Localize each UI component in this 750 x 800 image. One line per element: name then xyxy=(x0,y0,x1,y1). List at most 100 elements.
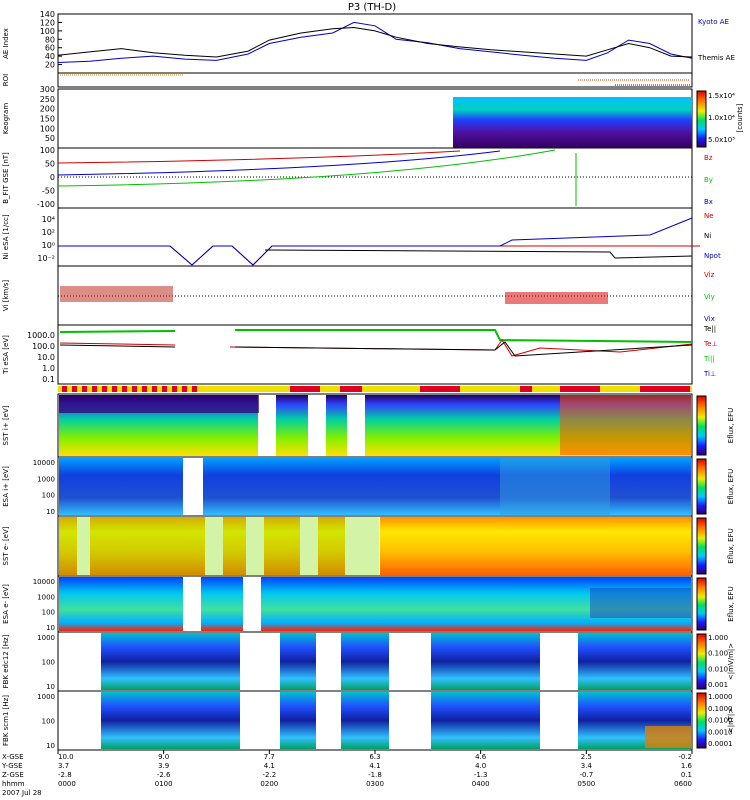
bx-series xyxy=(57,150,501,176)
panel-frame-3 xyxy=(57,147,693,209)
ephem-value: 3.9 xyxy=(158,762,169,770)
ephem-row-label: X-GSE xyxy=(2,753,24,761)
bz-series xyxy=(57,150,461,164)
keogram-cbar-tick: 5.0x10³ xyxy=(708,136,735,144)
mode-bar-segment xyxy=(92,386,97,392)
ti-par-series xyxy=(59,329,693,343)
sst-e-cool-region xyxy=(59,517,379,575)
keogram-ytick-label: 150 xyxy=(40,115,55,124)
mode-bar-segment xyxy=(112,386,117,392)
ae-ytick-label: 40 xyxy=(45,52,55,61)
y-axis-label: FBK scm1 [Hz] xyxy=(2,695,10,746)
data-gap xyxy=(59,633,101,690)
ephem-value: 3.4 xyxy=(581,762,593,770)
keogram-cbar-tick: 1.5x10⁴ xyxy=(708,92,735,100)
ephem-value: 1.6 xyxy=(681,762,693,770)
ti-legend: Te|| xyxy=(703,325,716,333)
fbk-cbar-tick: 0.0010 xyxy=(708,728,733,736)
spec-ytick-label: 10 xyxy=(46,508,55,516)
mode-bar-segment xyxy=(172,386,177,392)
data-gap xyxy=(540,633,578,690)
data-gap xyxy=(327,692,341,749)
ae-ytick-label: 140 xyxy=(40,10,55,19)
ephem-value: -2.8 xyxy=(58,771,72,779)
ni-series xyxy=(58,217,693,266)
data-gap xyxy=(77,517,90,575)
data-gap xyxy=(183,458,203,515)
vi-scatter-early xyxy=(60,286,173,302)
spectrogram-10 xyxy=(59,577,691,631)
colorbar-8 xyxy=(696,458,707,515)
data-gap xyxy=(327,633,341,690)
ae-legend-themis: Themis AE xyxy=(697,54,735,62)
ephem-value: 0500 xyxy=(577,780,595,788)
ti-ytick-label: 0.1 xyxy=(42,375,55,384)
fbk-scm-hot xyxy=(645,726,691,748)
keogram-ytick-label: 100 xyxy=(40,124,55,133)
y-axis-label: B_FIT GSE [nT] xyxy=(2,152,10,204)
mode-bar-segment xyxy=(340,386,362,392)
ephem-row-label: 2007 Jul 28 xyxy=(2,789,42,797)
data-gap xyxy=(258,395,276,456)
fbk-cbar-tick: 0.001 xyxy=(708,681,728,689)
colorbar-label: Eflux, EFU xyxy=(727,528,735,563)
fbk-cbar-tick: 1.0000 xyxy=(708,693,733,701)
ni-ytick-label: 10⁻² xyxy=(37,254,55,263)
te-perp-series xyxy=(59,339,693,357)
vi-legend: Vix xyxy=(704,315,715,323)
b-legend: Bx xyxy=(704,198,713,206)
mode-bar-segment xyxy=(62,386,67,392)
data-series xyxy=(57,21,700,357)
ephem-row-label: Z-GSE xyxy=(2,771,24,779)
ephem-value: 0300 xyxy=(366,780,384,788)
ne-series xyxy=(58,245,700,266)
data-gap xyxy=(243,577,261,631)
ni-ytick-label: 10⁴ xyxy=(42,215,55,224)
fbk-cbar-tick: 0.0100 xyxy=(708,717,733,725)
b-legend: Bz xyxy=(704,154,713,162)
data-gap xyxy=(308,395,326,456)
ephem-value: 0600 xyxy=(674,780,692,788)
ephem-value: -1.8 xyxy=(368,771,382,779)
plot-title: P3 (TH-D) xyxy=(348,2,396,13)
npot-series xyxy=(264,249,693,259)
y-axis-label: AE Index xyxy=(2,28,10,59)
data-gap xyxy=(300,517,318,575)
ephem-value: 4.6 xyxy=(475,753,487,761)
mode-bar-segment xyxy=(102,386,107,392)
spec-ytick-label: 10 xyxy=(46,742,55,750)
spec-ytick-label: 100 xyxy=(42,492,55,500)
ephem-value: 4.0 xyxy=(475,762,486,770)
vi-legend: Viy xyxy=(704,293,715,301)
ae-ytick-label: 100 xyxy=(40,27,55,36)
mode-bar-segment xyxy=(182,386,187,392)
y-axis-label: SST e- [eV] xyxy=(2,526,10,565)
ephem-value: 4.1 xyxy=(264,762,275,770)
mode-bar-segment xyxy=(520,386,532,392)
ae-ytick-label: 20 xyxy=(45,61,55,70)
keogram-cbar-tick: 1.0x10⁴ xyxy=(708,114,735,122)
colorbar-label: Eflux, EFU xyxy=(727,586,735,621)
ni-ytick-label: 10² xyxy=(42,228,55,237)
ephem-row-label: Y-GSE xyxy=(1,762,23,770)
ti-ytick-label: 10.0 xyxy=(37,353,55,362)
y-axis-label: FBK edc12 [Hz] xyxy=(2,634,10,688)
b-legend: By xyxy=(704,176,713,184)
sst-ion-hot-region xyxy=(560,395,691,455)
fbk-cbar-tick: 0.100 xyxy=(708,650,728,658)
keogram-ytick-label: 300 xyxy=(40,85,55,94)
colorbar-11 xyxy=(696,633,707,690)
data-gap xyxy=(540,692,578,749)
spec-ytick-label: 100 xyxy=(42,659,55,667)
ephem-value: 0200 xyxy=(260,780,278,788)
ephem-value: 3.7 xyxy=(58,762,69,770)
ae-ytick-label: 80 xyxy=(45,35,55,44)
mode-bar-segment xyxy=(290,386,320,392)
data-gap xyxy=(389,692,431,749)
fbk-cbar-tick: 0.0001 xyxy=(708,740,733,748)
ae-series-1 xyxy=(57,26,693,58)
ephem-value: 9.0 xyxy=(158,753,169,761)
ti-legend: Ti⊥ xyxy=(703,370,716,378)
ephem-value: -1.3 xyxy=(474,771,488,779)
